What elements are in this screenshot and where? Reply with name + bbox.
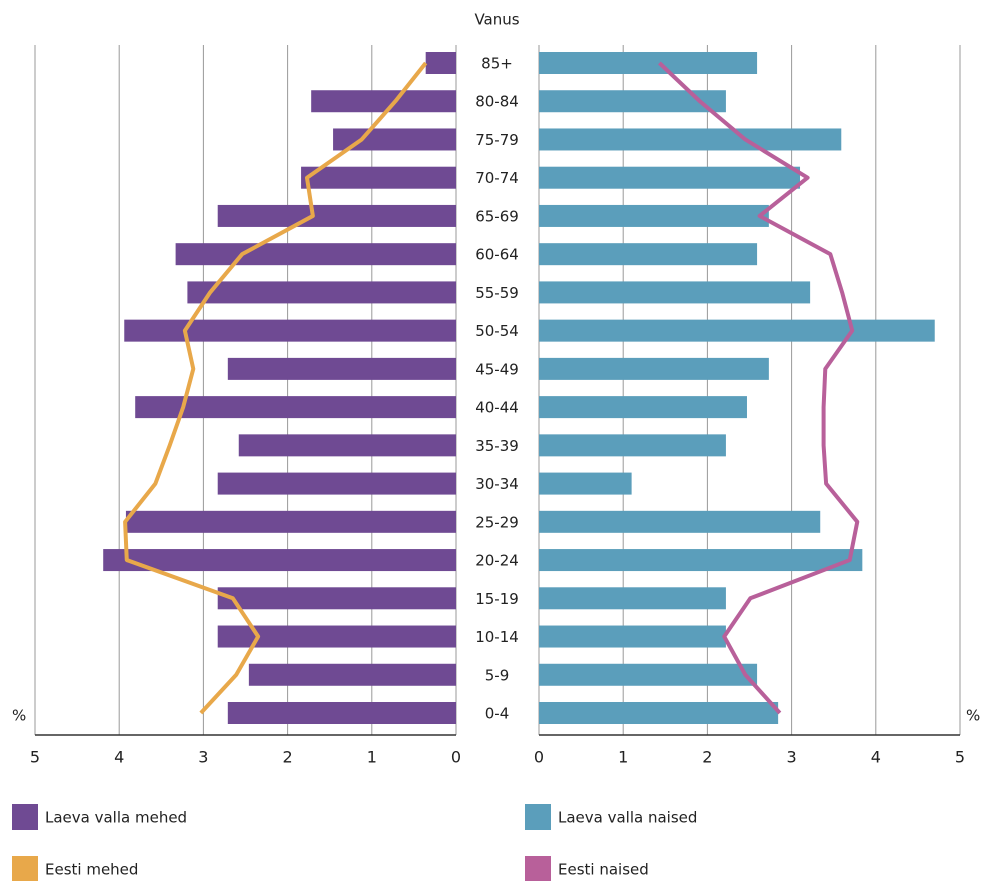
category-label: 80-84 [475, 93, 519, 111]
x-tick-label: 3 [198, 748, 208, 767]
bar [217, 587, 456, 610]
legend-swatch [525, 856, 551, 881]
bar [217, 625, 456, 648]
legend-swatch [525, 804, 551, 830]
bar [539, 319, 935, 342]
axis-title: Vanus [474, 11, 519, 29]
bar [539, 243, 758, 266]
x-tick-label: 4 [871, 748, 881, 767]
legend-label: Eesti naised [558, 861, 649, 879]
category-label: 25-29 [475, 513, 519, 531]
category-label: 5-9 [485, 666, 510, 684]
bar [333, 128, 456, 151]
category-label: 60-64 [475, 246, 519, 264]
bar [539, 510, 821, 533]
bar [125, 510, 456, 533]
bar [539, 472, 632, 495]
x-tick-label: 5 [30, 748, 40, 767]
bar [187, 281, 457, 304]
category-label: 15-19 [475, 590, 519, 608]
bar [539, 702, 779, 724]
legend-label: Laeva valla mehed [45, 809, 187, 827]
category-label: 35-39 [475, 437, 519, 455]
bar [539, 549, 863, 572]
bar [227, 702, 456, 724]
bar [227, 357, 456, 380]
bar [539, 281, 811, 304]
x-tick-label: 1 [618, 748, 628, 767]
bar [539, 396, 747, 419]
legend-label: Laeva valla naised [558, 809, 697, 827]
bar [539, 166, 801, 189]
bar [103, 549, 457, 572]
bar [539, 625, 726, 648]
bar [539, 90, 726, 113]
bar [124, 319, 456, 342]
bar [539, 587, 726, 610]
x-tick-label: 0 [534, 748, 544, 767]
category-label: 10-14 [475, 628, 519, 646]
bar [301, 166, 456, 189]
bar [135, 396, 456, 419]
bar [238, 434, 456, 457]
category-label: 65-69 [475, 207, 519, 225]
bar [217, 472, 456, 495]
line [658, 61, 860, 715]
bar [175, 243, 456, 266]
x-tick-label: 2 [702, 748, 712, 767]
category-label: 75-79 [475, 131, 519, 149]
bar [248, 663, 456, 686]
x-tick-label: 5 [955, 748, 965, 767]
bar [539, 204, 769, 227]
category-label: 0-4 [485, 705, 510, 723]
legend-label: Eesti mehed [45, 861, 138, 879]
x-tick-label: 1 [367, 748, 377, 767]
category-label: 20-24 [475, 552, 519, 570]
category-label: 55-59 [475, 284, 519, 302]
bar [539, 663, 758, 686]
x-tick-label: 3 [787, 748, 797, 767]
legend-swatch [12, 804, 38, 830]
x-tick-label: 2 [283, 748, 293, 767]
bar [311, 90, 456, 113]
category-label: 70-74 [475, 169, 519, 187]
category-label: 45-49 [475, 360, 519, 378]
bar [217, 204, 456, 227]
bar [539, 434, 726, 457]
bar [539, 128, 842, 151]
bar [539, 357, 769, 380]
category-label: 30-34 [475, 475, 519, 493]
bar [425, 52, 456, 74]
category-label: 40-44 [475, 399, 519, 417]
bar [539, 52, 758, 74]
unit-label: % [966, 707, 980, 725]
unit-label: % [12, 707, 26, 725]
category-label: 50-54 [475, 322, 519, 340]
x-tick-label: 0 [451, 748, 461, 767]
legend-swatch [12, 856, 38, 881]
x-tick-label: 4 [114, 748, 124, 767]
category-label: 85+ [481, 55, 513, 73]
line [123, 61, 428, 715]
